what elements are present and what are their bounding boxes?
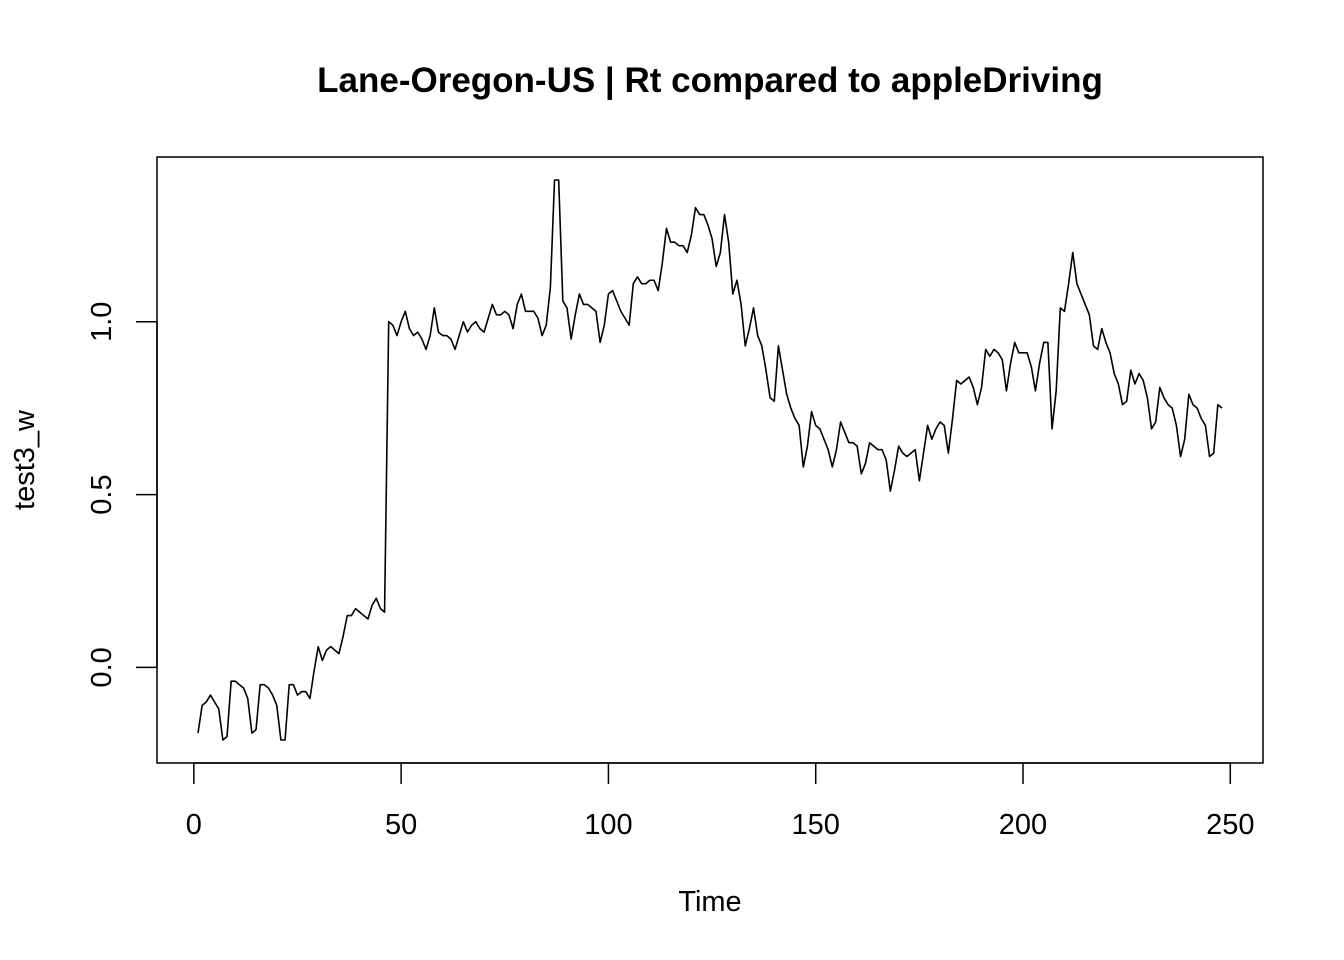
y-tick-label: 1.0	[86, 302, 118, 342]
x-tick-label: 150	[792, 809, 840, 841]
x-tick-label: 200	[999, 809, 1047, 841]
y-tick-label: 0.0	[86, 647, 118, 687]
plot-frame	[156, 156, 1264, 764]
y-axis-label: test3_w	[9, 409, 41, 510]
series-line	[197, 179, 1223, 741]
x-tick-label: 250	[1206, 809, 1254, 841]
x-axis: 0 50 100 150 200 250	[186, 762, 1254, 841]
x-tick-label: 0	[186, 809, 202, 841]
x-tick-label: 100	[584, 809, 632, 841]
chart-title: Lane-Oregon-US | Rt compared to appleDri…	[317, 61, 1103, 100]
x-axis-label: Time	[678, 886, 741, 918]
x-tick-label: 50	[385, 809, 417, 841]
y-tick-label: 0.5	[86, 474, 118, 514]
y-axis: 0.0 0.5 1.0	[86, 302, 158, 688]
